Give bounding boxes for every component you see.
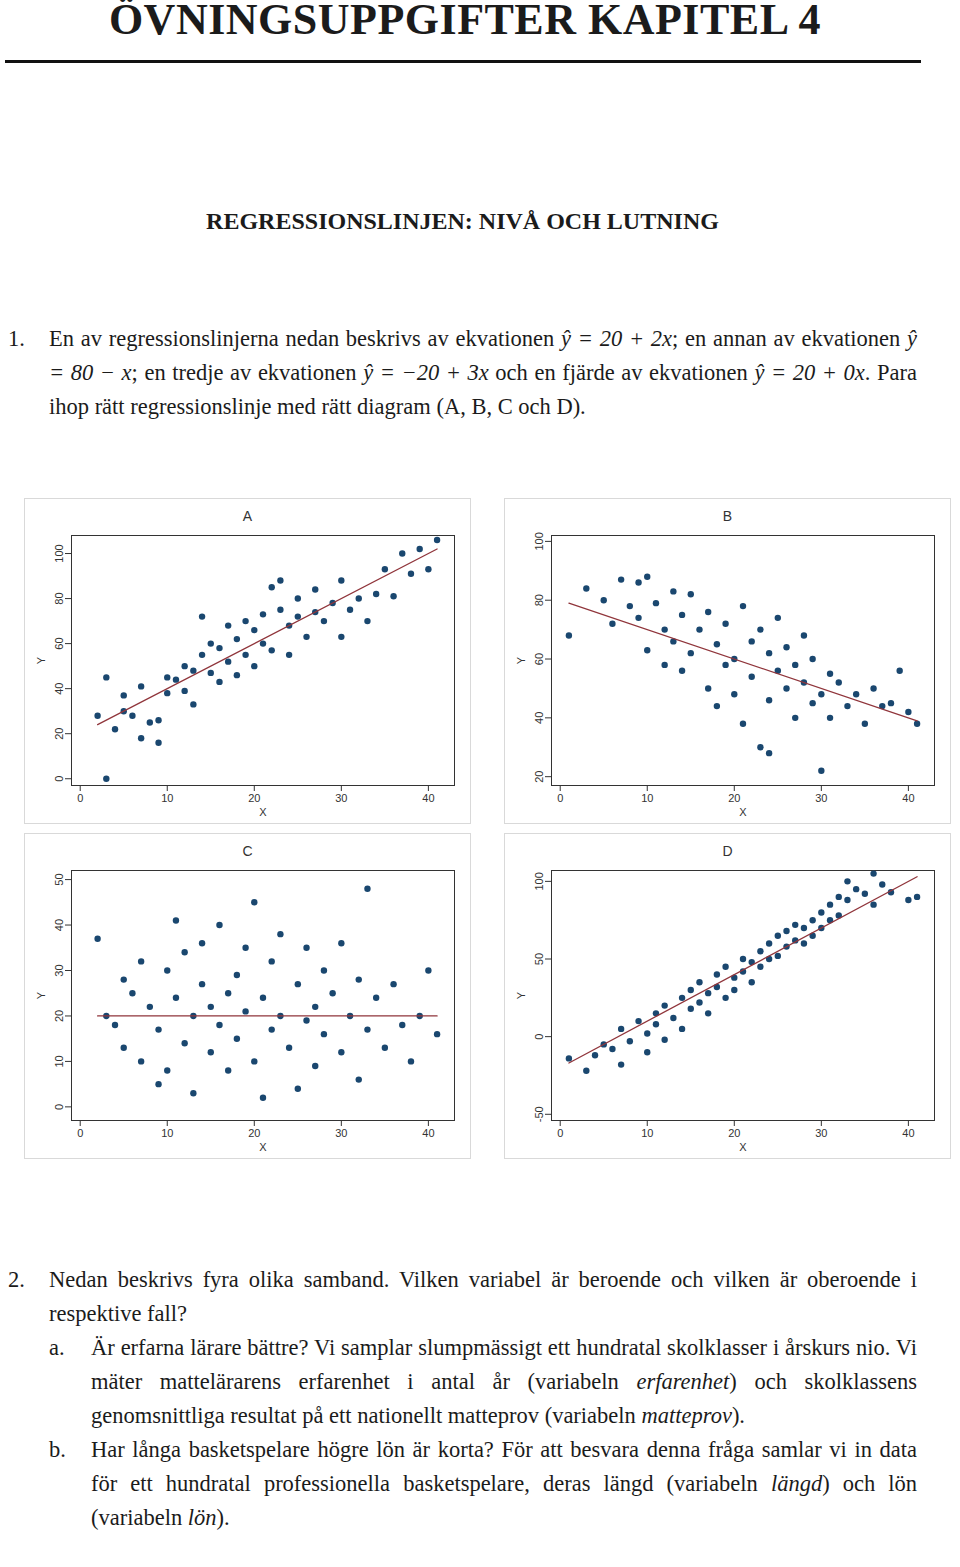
- html-text:2.: 2.: [8, 1267, 25, 1292]
- html-text:Är erfarna lärare bättre? Vi s: Är erfarna lärare bättre? Vi samplar slu…: [91, 1335, 917, 1428]
- svg-text:80: 80: [533, 594, 545, 606]
- svg-text:10: 10: [641, 792, 653, 804]
- svg-text:10: 10: [161, 792, 173, 804]
- html-text:B: B: [722, 508, 733, 524]
- svg-text:0: 0: [557, 792, 563, 804]
- svg-text:20: 20: [53, 1010, 65, 1022]
- svg-text:20: 20: [53, 728, 65, 740]
- svg-text:X: X: [739, 1141, 747, 1153]
- svg-text:20: 20: [533, 771, 545, 783]
- svg-text:50: 50: [53, 873, 65, 885]
- svg-text:60: 60: [533, 653, 545, 665]
- html-text:D: D: [722, 843, 733, 859]
- svg-text:30: 30: [335, 792, 347, 804]
- svg-text:X: X: [739, 806, 747, 818]
- svg-text:30: 30: [815, 792, 827, 804]
- svg-text:50: 50: [533, 953, 545, 965]
- svg-text:40: 40: [533, 712, 545, 724]
- html-text:b.: b.: [49, 1437, 66, 1462]
- svg-text:40: 40: [53, 683, 65, 695]
- svg-text:40: 40: [902, 792, 914, 804]
- svg-text:0: 0: [53, 776, 65, 782]
- html-text:Har långa basketspelare högre: Har långa basketspelare högre lön är kor…: [91, 1437, 917, 1530]
- svg-text:Y: Y: [35, 656, 47, 664]
- svg-text:20: 20: [248, 792, 260, 804]
- svg-text:X: X: [259, 1141, 267, 1153]
- svg-text:60: 60: [53, 637, 65, 649]
- html-text:En av regressionslinjerna neda: En av regressionslinjerna nedan beskrivs…: [49, 326, 917, 419]
- svg-text:X: X: [259, 806, 267, 818]
- svg-text:10: 10: [161, 1127, 173, 1139]
- svg-text:100: 100: [533, 532, 545, 550]
- svg-text:10: 10: [641, 1127, 653, 1139]
- svg-text:100: 100: [53, 544, 65, 562]
- svg-text:20: 20: [248, 1127, 260, 1139]
- svg-text:10: 10: [53, 1055, 65, 1067]
- svg-text:-50: -50: [533, 1106, 545, 1122]
- html-text:A: A: [242, 508, 253, 524]
- svg-text:30: 30: [335, 1127, 347, 1139]
- svg-text:30: 30: [53, 964, 65, 976]
- svg-text:Y: Y: [515, 656, 527, 664]
- svg-text:40: 40: [422, 1127, 434, 1139]
- svg-text:30: 30: [815, 1127, 827, 1139]
- svg-text:0: 0: [533, 1034, 545, 1040]
- svg-text:40: 40: [422, 792, 434, 804]
- svg-text:0: 0: [77, 792, 83, 804]
- svg-text:Y: Y: [515, 991, 527, 999]
- html-text:a.: a.: [49, 1335, 65, 1360]
- svg-text:20: 20: [728, 792, 740, 804]
- svg-text:Y: Y: [35, 991, 47, 999]
- svg-text:0: 0: [77, 1127, 83, 1139]
- html-text:1.: 1.: [8, 326, 25, 351]
- html-text:REGRESSIONSLINJEN: NIVÅ OCH LU: REGRESSIONSLINJEN: NIVÅ OCH LUTNING: [206, 208, 719, 234]
- svg-text:80: 80: [53, 592, 65, 604]
- svg-text:0: 0: [557, 1127, 563, 1139]
- svg-text:40: 40: [53, 919, 65, 931]
- html-text:Nedan beskrivs fyra olika samb: Nedan beskrivs fyra olika samband. Vilke…: [49, 1267, 917, 1326]
- svg-text:100: 100: [533, 872, 545, 890]
- svg-text:40: 40: [902, 1127, 914, 1139]
- html-text:C: C: [242, 843, 253, 859]
- svg-text:20: 20: [728, 1127, 740, 1139]
- svg-text:0: 0: [53, 1104, 65, 1110]
